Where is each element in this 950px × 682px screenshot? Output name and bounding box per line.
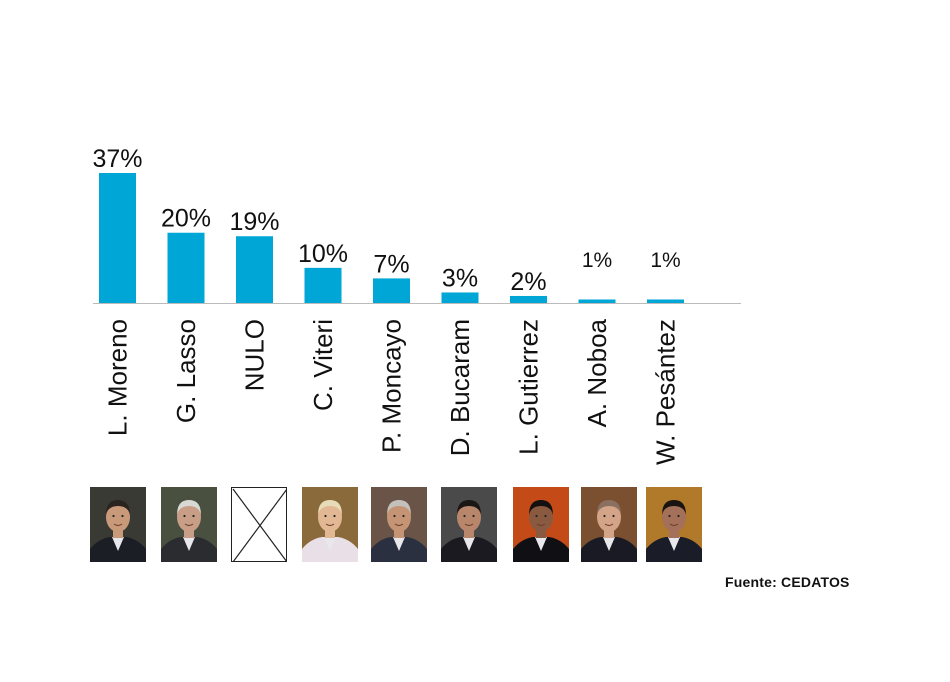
bar-1 [99, 173, 136, 303]
source-note: Fuente: CEDATOS [725, 574, 850, 590]
category-label: W. Pesántez [651, 319, 681, 465]
value-label: 1% [582, 249, 612, 272]
bar-8 [578, 299, 616, 303]
candidate-photo [513, 487, 569, 562]
bar-7 [510, 295, 547, 303]
candidate-photo [161, 487, 217, 562]
category-label: NULO [240, 319, 270, 391]
category-label: P. Moncayo [377, 319, 407, 453]
value-label: 20% [161, 205, 211, 233]
category-label: L. Moreno [103, 319, 133, 436]
candidate-photo [90, 487, 146, 562]
candidate-photo [441, 487, 497, 562]
category-label: A. Noboa [582, 318, 612, 427]
nulo-crossed-box [231, 487, 287, 562]
value-label: 10% [298, 240, 348, 268]
value-label: 2% [510, 268, 546, 296]
value-label: 1% [650, 249, 680, 272]
candidate-photo [371, 487, 427, 562]
bar-5 [373, 278, 410, 303]
value-label: 37% [92, 145, 142, 173]
value-label: 7% [373, 250, 409, 278]
bar-2 [167, 232, 205, 303]
category-label: L. Gutierrez [514, 319, 544, 455]
value-label: 19% [229, 208, 279, 236]
bar-9 [647, 299, 684, 303]
value-label: 3% [442, 264, 478, 292]
bar-6 [441, 292, 479, 303]
category-label: C. Viteri [308, 319, 338, 411]
bar-3 [236, 236, 273, 303]
bar-4 [304, 267, 342, 303]
category-label: D. Bucaram [445, 319, 475, 456]
candidate-photo [646, 487, 702, 562]
category-label: G. Lasso [171, 319, 201, 423]
candidate-photo [581, 487, 637, 562]
candidate-photo [302, 487, 358, 562]
